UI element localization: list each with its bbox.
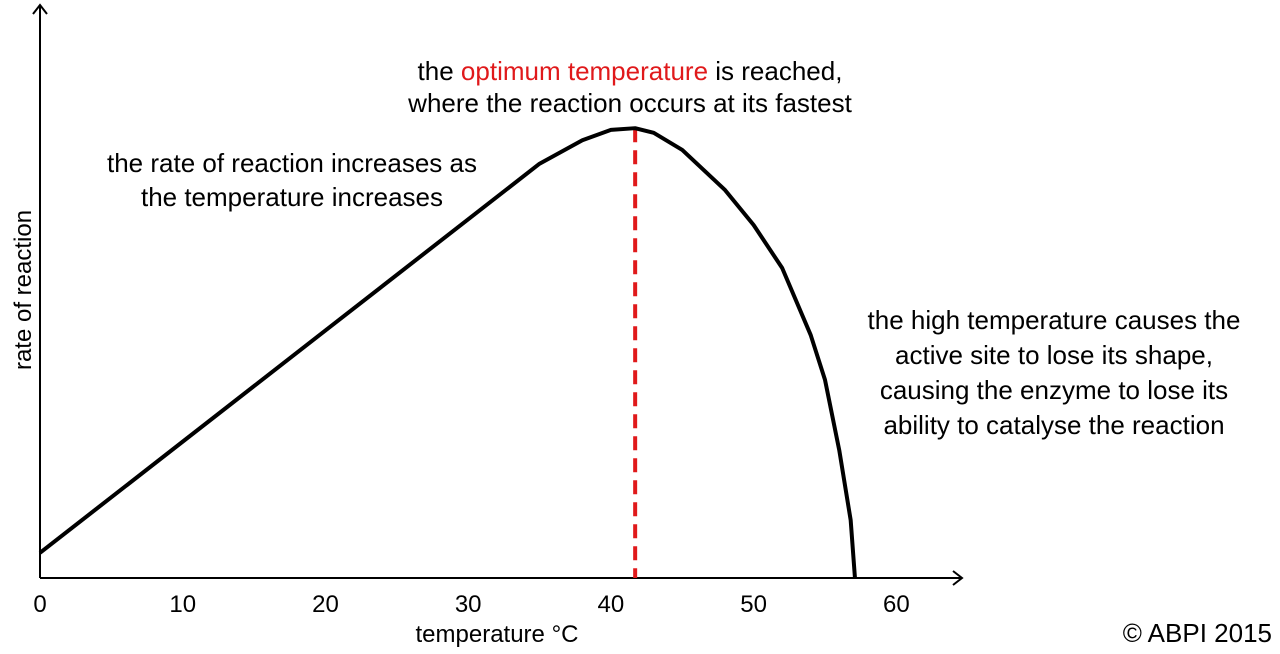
x-tick-label: 0 xyxy=(33,591,46,618)
fall-note: the high temperature causes the xyxy=(868,305,1241,335)
x-axis-label: temperature °C xyxy=(416,621,579,648)
x-tick-label: 30 xyxy=(455,591,482,618)
rise-note: the rate of reaction increases as xyxy=(107,148,477,178)
x-tick-label: 50 xyxy=(740,591,767,618)
note-text: the xyxy=(418,56,461,86)
y-axis-label: rate of reaction xyxy=(10,210,37,370)
x-tick-label: 10 xyxy=(169,591,196,618)
optimum-note: the optimum temperature is reached, xyxy=(418,56,843,86)
x-tick-label: 60 xyxy=(883,591,910,618)
rise-note: the temperature increases xyxy=(141,182,443,212)
optimum-note-line: where the reaction occurs at its fastest xyxy=(407,88,852,118)
fall-note: ability to catalyse the reaction xyxy=(883,410,1224,440)
y-axis-arrow xyxy=(32,3,48,15)
x-tick-label: 40 xyxy=(598,591,625,618)
fall-note: causing the enzyme to lose its xyxy=(880,375,1228,405)
fall-note: active site to lose its shape, xyxy=(895,340,1213,370)
x-axis-arrow xyxy=(952,570,964,586)
source: © ABPI 2015 xyxy=(1123,618,1272,648)
data-line xyxy=(38,126,857,579)
note-text: is reached, xyxy=(708,56,842,86)
x-tick-label: 20 xyxy=(312,591,339,618)
note-highlight: optimum temperature xyxy=(461,56,708,86)
